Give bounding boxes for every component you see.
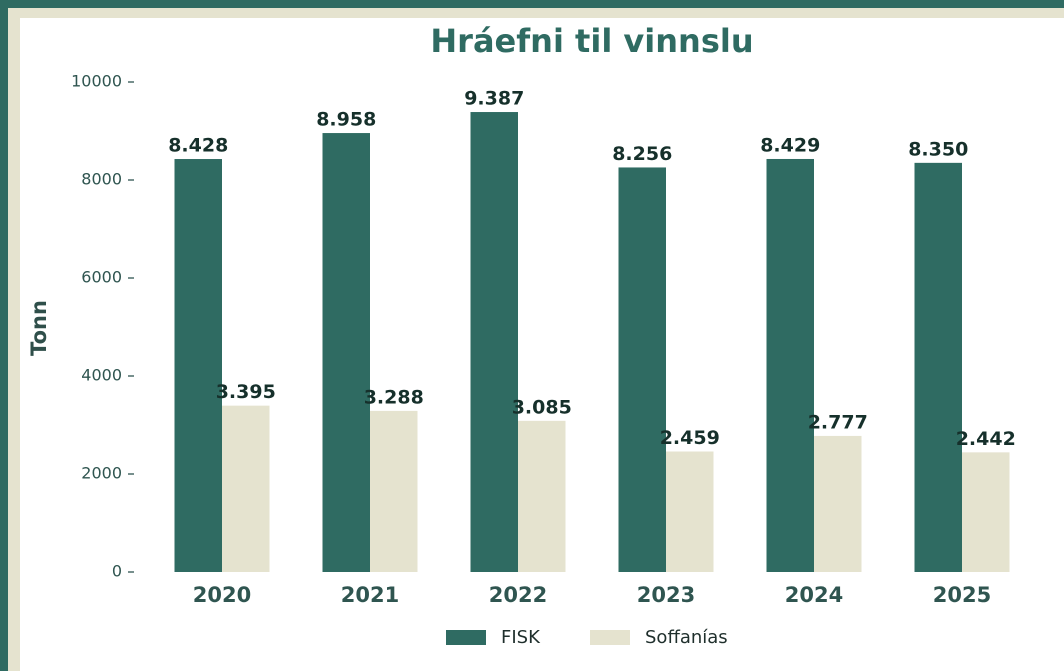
- data-label: 8.958: [316, 109, 376, 131]
- data-label: 8.428: [168, 135, 228, 157]
- bar: [370, 410, 418, 572]
- data-label: 2.777: [808, 411, 868, 433]
- x-tick-label: 2021: [341, 583, 399, 607]
- bar: [766, 158, 814, 572]
- data-label: 2.459: [660, 427, 720, 449]
- y-tick-label: 0: [112, 562, 122, 581]
- data-label: 8.350: [908, 138, 968, 160]
- y-tick-label: 6000: [81, 268, 122, 287]
- data-label: 3.085: [512, 396, 572, 418]
- bar: [618, 167, 666, 572]
- bar: [666, 451, 714, 572]
- bar: [814, 435, 862, 572]
- y-tick-label: 2000: [81, 464, 122, 483]
- data-label: 9.387: [464, 88, 524, 110]
- data-label: 3.395: [216, 381, 276, 403]
- bar: [222, 405, 270, 572]
- data-label: 3.288: [364, 386, 424, 408]
- bar: [322, 133, 370, 573]
- bar: [914, 162, 962, 572]
- data-label: 8.429: [760, 134, 820, 156]
- legend-label: Soffanías: [645, 627, 728, 648]
- data-label: 2.442: [956, 428, 1016, 450]
- x-tick-label: 2022: [489, 583, 547, 607]
- chart-title: Hráefni til vinnslu: [430, 22, 753, 60]
- y-axis-label: Tonn: [27, 300, 51, 356]
- bar: [962, 452, 1010, 572]
- y-tick-label: 8000: [81, 170, 122, 189]
- y-tick-label: 10000: [71, 72, 122, 91]
- legend-label: FISK: [501, 627, 541, 648]
- bar: [470, 112, 518, 573]
- x-tick-label: 2023: [637, 583, 695, 607]
- data-label: 8.256: [612, 143, 672, 165]
- y-tick-label: 4000: [81, 366, 122, 385]
- x-tick-label: 2025: [933, 583, 991, 607]
- bar: [174, 159, 222, 572]
- legend-swatch: [446, 630, 486, 645]
- legend-swatch: [590, 630, 630, 645]
- x-tick-label: 2020: [193, 583, 251, 607]
- x-tick-label: 2024: [785, 583, 843, 607]
- bar: [518, 420, 566, 572]
